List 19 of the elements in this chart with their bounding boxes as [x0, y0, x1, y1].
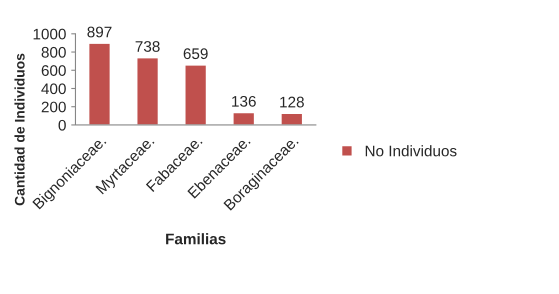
bar: [88, 42, 112, 125]
bar: [136, 56, 160, 125]
x-axis-title: Familias: [166, 233, 226, 244]
y-axis-title: Cantidad de Individuos: [14, 54, 25, 206]
legend-label: No Individuos: [366, 145, 457, 156]
y-tick-label: 600: [42, 65, 66, 76]
data-label: 136: [232, 96, 256, 107]
bar: [232, 112, 256, 125]
y-tick-label: 1000: [34, 28, 66, 40]
y-tick-label: 800: [42, 46, 66, 58]
bar: [280, 112, 304, 125]
data-label: 659: [184, 48, 208, 60]
y-tick-label: 400: [41, 83, 66, 94]
y-tick-label: 200: [42, 102, 66, 112]
data-label: 128: [280, 96, 304, 108]
data-label: 897: [87, 26, 112, 38]
bar: [184, 64, 208, 125]
y-tick-label: 0: [58, 120, 66, 131]
data-label: 738: [136, 41, 160, 52]
